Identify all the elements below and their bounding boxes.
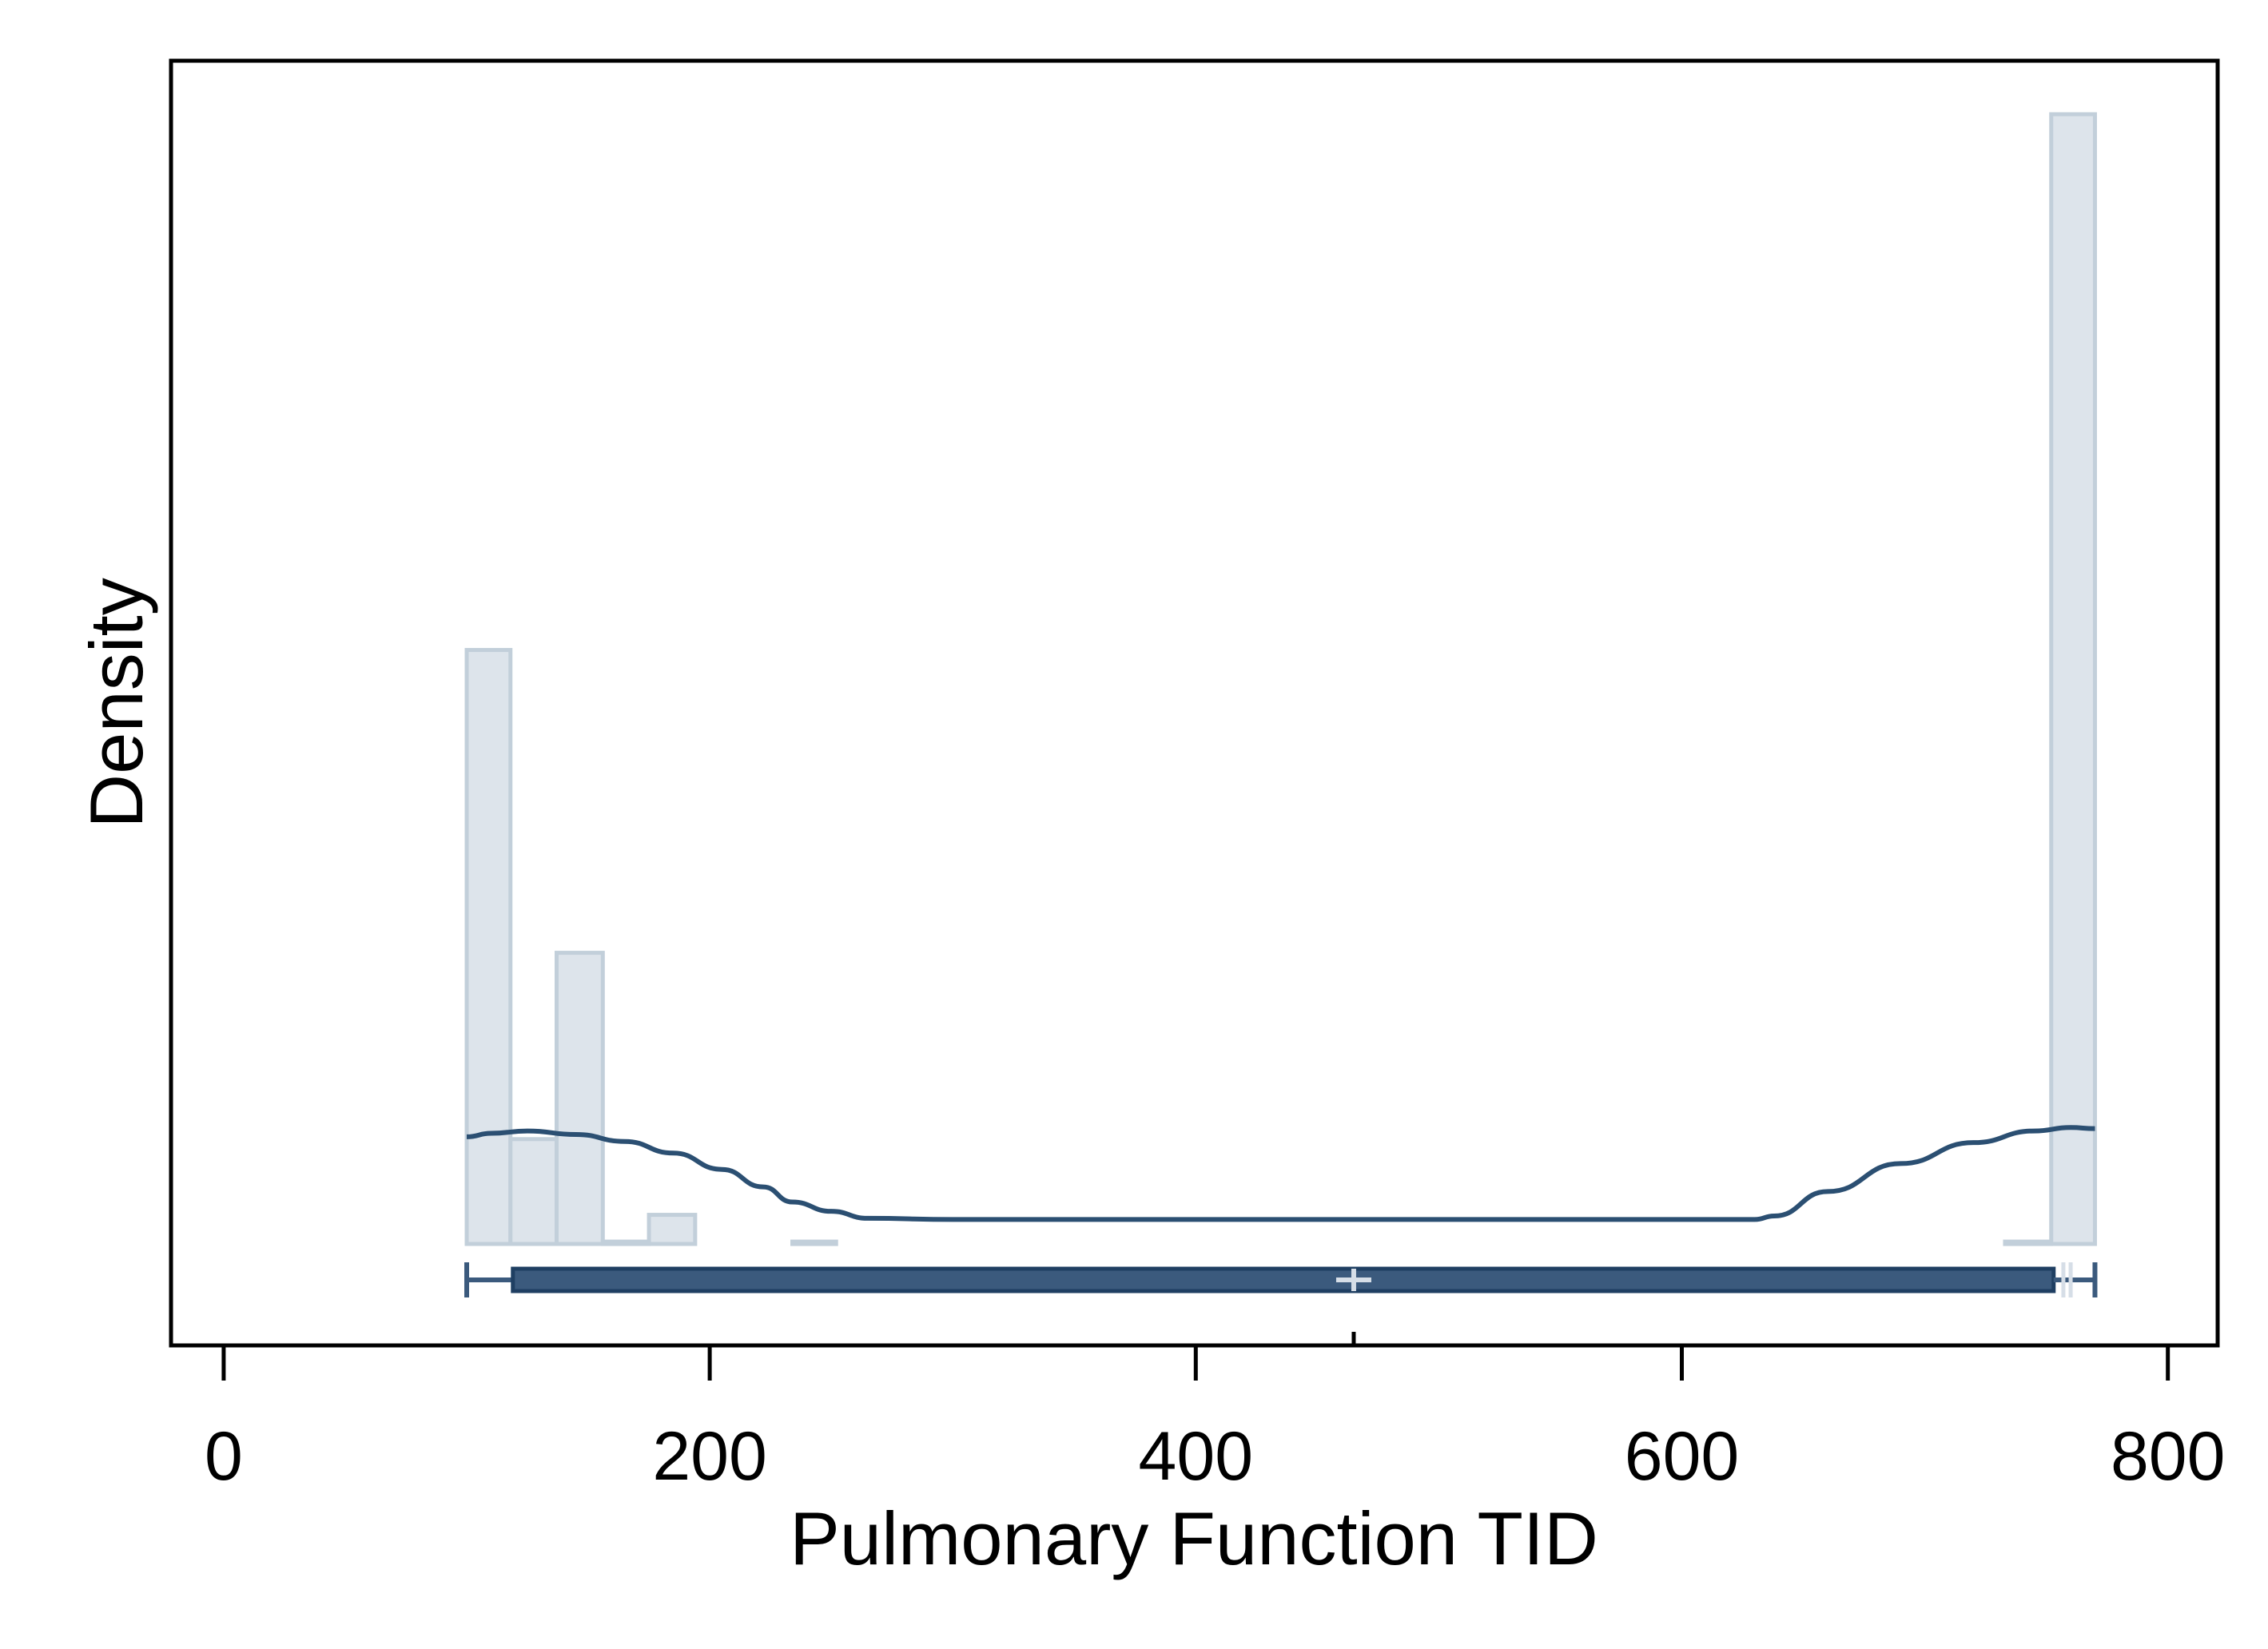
density-curve xyxy=(466,1125,2095,1222)
histogram-bar-7 xyxy=(2049,112,2097,1246)
histogram-bar-1 xyxy=(508,1137,559,1246)
y-axis-title: Density xyxy=(74,578,158,828)
x-tick-label-4: 800 xyxy=(2111,1418,2226,1495)
x-axis-title: Pulmonary Function TID xyxy=(790,1496,1598,1580)
boxplot-box xyxy=(511,1266,2056,1293)
x-tick-label-3: 600 xyxy=(1625,1418,1740,1495)
density-curve-group xyxy=(466,1125,2095,1222)
histogram-bars xyxy=(464,112,2097,1246)
x-axis: 0 200 400 600 800 xyxy=(205,1345,2225,1495)
histogram-bar-6 xyxy=(2003,1239,2054,1246)
histogram-bar-3 xyxy=(600,1239,651,1246)
boxplot-group xyxy=(464,1262,2098,1345)
histogram-bar-0 xyxy=(464,648,513,1246)
x-tick-label-0: 0 xyxy=(205,1418,243,1495)
histogram-bar-5 xyxy=(790,1239,838,1246)
x-tick-label-1: 200 xyxy=(652,1418,767,1495)
x-tick-label-2: 400 xyxy=(1139,1418,1254,1495)
histogram-bar-2 xyxy=(555,951,605,1246)
histogram-bar-4 xyxy=(647,1213,698,1246)
